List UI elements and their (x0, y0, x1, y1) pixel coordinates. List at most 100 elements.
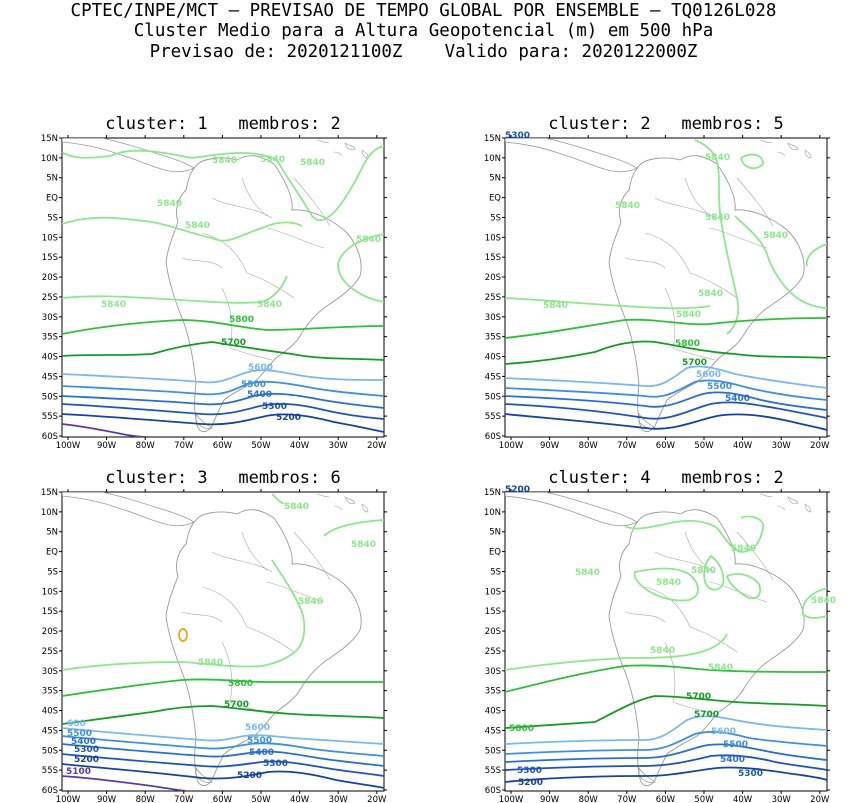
panel-1-title: cluster: 1 membros: 2 (105, 114, 341, 134)
panel-2-contour-5840 (739, 153, 764, 170)
panel-4-contour-label: 5840 (656, 578, 681, 588)
latitude-tick-label: 5S (490, 567, 501, 577)
panel-3-contour-5500 (62, 735, 384, 757)
longitude-tick-label: 40W (733, 441, 753, 451)
panel-4-latitude-axis: 15N 10N 5N EQ 5S 10S 15S 20S 25S 30S 35S 40S 45S 50S 5… (484, 488, 830, 796)
latitude-tick-label: 45S (485, 372, 501, 382)
latitude-tick-label: 40S (42, 707, 58, 717)
panel-2-island-coastline (787, 142, 799, 151)
panel-3-contour-label: 5840 (298, 597, 323, 607)
panel-3-contour-5200 (62, 763, 384, 789)
panel-2-contour-label: 5840 (705, 213, 730, 223)
panel-3-contour-5400 (62, 743, 384, 767)
panel-2-contour-label: 5600 (696, 370, 721, 380)
latitude-tick-label: 40S (485, 353, 501, 363)
panel-3-island-coastline (333, 505, 343, 511)
longitude-tick-label: 90W (540, 441, 560, 451)
panel-2-contour-label: 5840 (543, 301, 568, 311)
panel-1-country-border (229, 347, 273, 361)
panel-1-country-border (211, 197, 273, 219)
panel-4-contour-5840 (801, 587, 827, 619)
panel-2-contour-label: 5840 (705, 153, 730, 163)
panel-4-island-coastline (787, 496, 799, 505)
panel-1-contour-label: 5840 (101, 300, 126, 310)
panel-3-country-border (181, 611, 223, 623)
latitude-tick-label: 25S (485, 647, 501, 657)
longitude-tick-label: 40W (290, 795, 310, 803)
panel-1-contour-5300 (62, 403, 384, 420)
panel-3-contour-label: 5500 (67, 729, 92, 739)
latitude-tick-label: 15S (485, 607, 501, 617)
latitude-tick-label: 55S (485, 766, 501, 776)
longitude-tick-label: 90W (540, 795, 560, 803)
panel-2-contour-label: 5800 (675, 339, 700, 349)
latitude-tick-label: 40S (485, 707, 501, 717)
latitude-tick-label: 60S (485, 432, 501, 442)
latitude-tick-label: 35S (42, 333, 58, 343)
panel-3-contour-label: 600 (67, 719, 86, 729)
longitude-tick-label: 60W (213, 795, 233, 803)
panel-1-country-border (181, 257, 223, 269)
panel-1-country-border (221, 287, 233, 349)
latitude-tick-label: 50S (42, 392, 58, 402)
panel-3-contour-5840 (62, 661, 263, 671)
panel-4-contour-5200 (505, 766, 827, 783)
panel-2-contour-label: 5840 (615, 201, 640, 211)
longitude-tick-label: 100W (499, 795, 524, 803)
panel-2-contour-label: 5840 (698, 289, 723, 299)
latitude-tick-label: 15N (484, 134, 501, 144)
latitude-tick-label: 5S (490, 213, 501, 223)
panel-4-contour-5600 (505, 715, 827, 745)
panel-1-country-border (201, 232, 248, 274)
panel-3-contour-label: 5300 (74, 745, 99, 755)
longitude-tick-label: 30W (329, 441, 349, 451)
longitude-tick-label: 50W (694, 795, 714, 803)
panel-2-contour-label: 5700 (682, 358, 707, 368)
longitude-tick-label: 80W (579, 441, 599, 451)
panel-3-contour-label: 5840 (351, 540, 376, 550)
panel-1-contour-label: 5840 (257, 300, 282, 310)
panel-2-country-border (624, 257, 666, 269)
latitude-tick-label: 5N (489, 174, 501, 184)
longitude-tick-label: 100W (56, 441, 81, 451)
panel-3-country-border (201, 586, 248, 628)
panel-3-contour-label: 5600 (245, 723, 270, 733)
panel-2-country-border (684, 177, 711, 217)
panel-3-island-coastline (361, 503, 369, 513)
panel-4-contour-label: 5840 (708, 663, 733, 673)
longitude-tick-label: 90W (97, 795, 117, 803)
panel-4-island-coastline (804, 503, 812, 513)
panel-4-contour-label: 5200 (518, 778, 543, 788)
panel-4-contour-label: 5400 (720, 755, 745, 765)
panel-2-contour-5200 (505, 413, 827, 431)
latitude-tick-label: 25S (42, 647, 58, 657)
latitude-tick-label: 50S (485, 392, 501, 402)
panel-3-contour-5840 (323, 519, 384, 537)
panel-4-contour-label: 5200 (505, 485, 530, 495)
longitude-tick-label: 20W (367, 795, 387, 803)
latitude-tick-label: 5N (46, 528, 58, 538)
panel-4-central-america-coastline (505, 492, 638, 527)
panel-3-contour-label: 5800 (228, 679, 253, 689)
panel-3-contour-5840 (261, 559, 306, 667)
latitude-tick-label: 15N (41, 134, 58, 144)
panel-2-central-america-coastline (505, 138, 638, 173)
panel-1-contour-5700 (62, 341, 384, 361)
panel-1-contour-label: 5500 (241, 380, 266, 390)
latitude-tick-label: 15S (42, 253, 58, 263)
longitude-tick-label: 80W (136, 795, 156, 803)
longitude-tick-label: 100W (56, 795, 81, 803)
longitude-tick-label: 50W (694, 441, 714, 451)
panel-3-country-border (241, 531, 268, 571)
latitude-tick-label: 45S (42, 726, 58, 736)
panel-4-island-coastline (776, 505, 786, 511)
latitude-tick-label: 20S (42, 273, 58, 283)
longitude-tick-label: 80W (579, 795, 599, 803)
panel-4-contour-label: 5840 (731, 544, 756, 554)
panel-4-contour-5500 (505, 731, 827, 755)
panel-1-contour-label: 5840 (356, 235, 381, 245)
latitude-tick-label: 5S (47, 213, 58, 223)
latitude-tick-label: 10N (41, 508, 58, 518)
panel-4-contour-label: 5700 (694, 710, 719, 720)
